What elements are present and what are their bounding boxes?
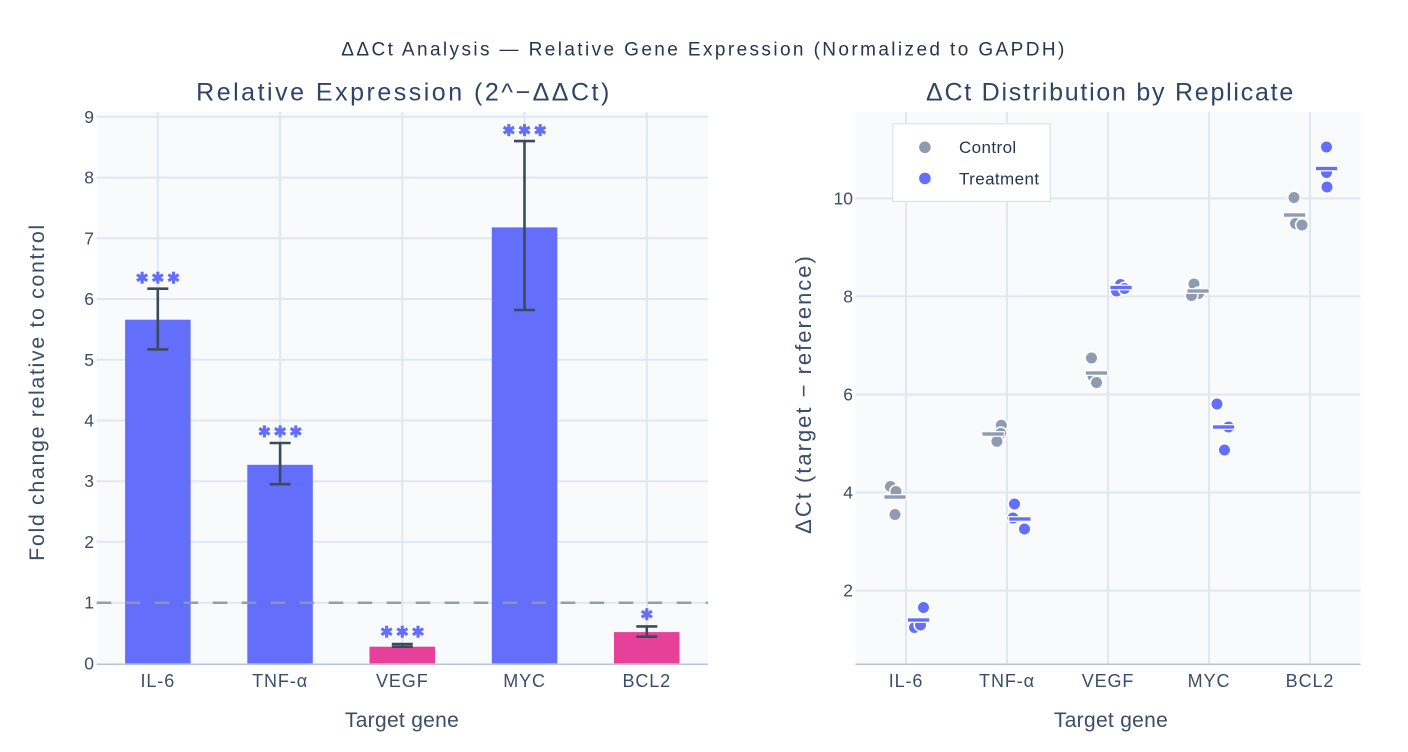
svg-text:BCL2: BCL2: [622, 671, 671, 691]
svg-text:ΔCt Distribution by Replicate: ΔCt Distribution by Replicate: [926, 78, 1295, 106]
svg-text:Target gene: Target gene: [345, 709, 459, 732]
svg-text:Target gene: Target gene: [1054, 709, 1168, 732]
svg-text:5: 5: [84, 350, 94, 370]
svg-text:Relative Expression (2^−ΔΔCt): Relative Expression (2^−ΔΔCt): [196, 78, 612, 106]
svg-text:8: 8: [84, 168, 94, 188]
svg-text:6: 6: [84, 289, 94, 309]
svg-text:Treatment: Treatment: [959, 169, 1039, 188]
svg-text:BCL2: BCL2: [1286, 671, 1335, 691]
svg-text:0: 0: [84, 653, 94, 673]
svg-text:Fold change relative to contro: Fold change relative to control: [25, 223, 49, 561]
svg-text:9: 9: [84, 107, 94, 127]
svg-text:ΔCt (target − reference): ΔCt (target − reference): [791, 254, 816, 534]
svg-text:8: 8: [843, 286, 853, 306]
svg-text:4: 4: [843, 483, 853, 503]
svg-text:MYC: MYC: [1188, 671, 1231, 691]
svg-text:ΔΔCt Analysis — Relative Gene: ΔΔCt Analysis — Relative Gene Expression…: [341, 40, 1066, 61]
svg-text:TNF-α: TNF-α: [979, 671, 1035, 691]
svg-text:10: 10: [834, 188, 854, 208]
svg-text:Control: Control: [959, 138, 1017, 157]
svg-text:VEGF: VEGF: [376, 671, 429, 691]
svg-text:VEGF: VEGF: [1082, 671, 1135, 691]
svg-text:4: 4: [84, 410, 94, 430]
svg-text:MYC: MYC: [503, 671, 546, 691]
svg-text:IL-6: IL-6: [889, 671, 924, 691]
svg-text:TNF-α: TNF-α: [252, 671, 308, 691]
svg-text:IL-6: IL-6: [141, 671, 176, 691]
svg-text:6: 6: [843, 384, 853, 404]
svg-text:1: 1: [84, 593, 94, 613]
svg-text:2: 2: [84, 532, 94, 552]
svg-text:2: 2: [843, 581, 853, 601]
svg-text:3: 3: [84, 471, 94, 491]
svg-text:7: 7: [84, 228, 94, 248]
